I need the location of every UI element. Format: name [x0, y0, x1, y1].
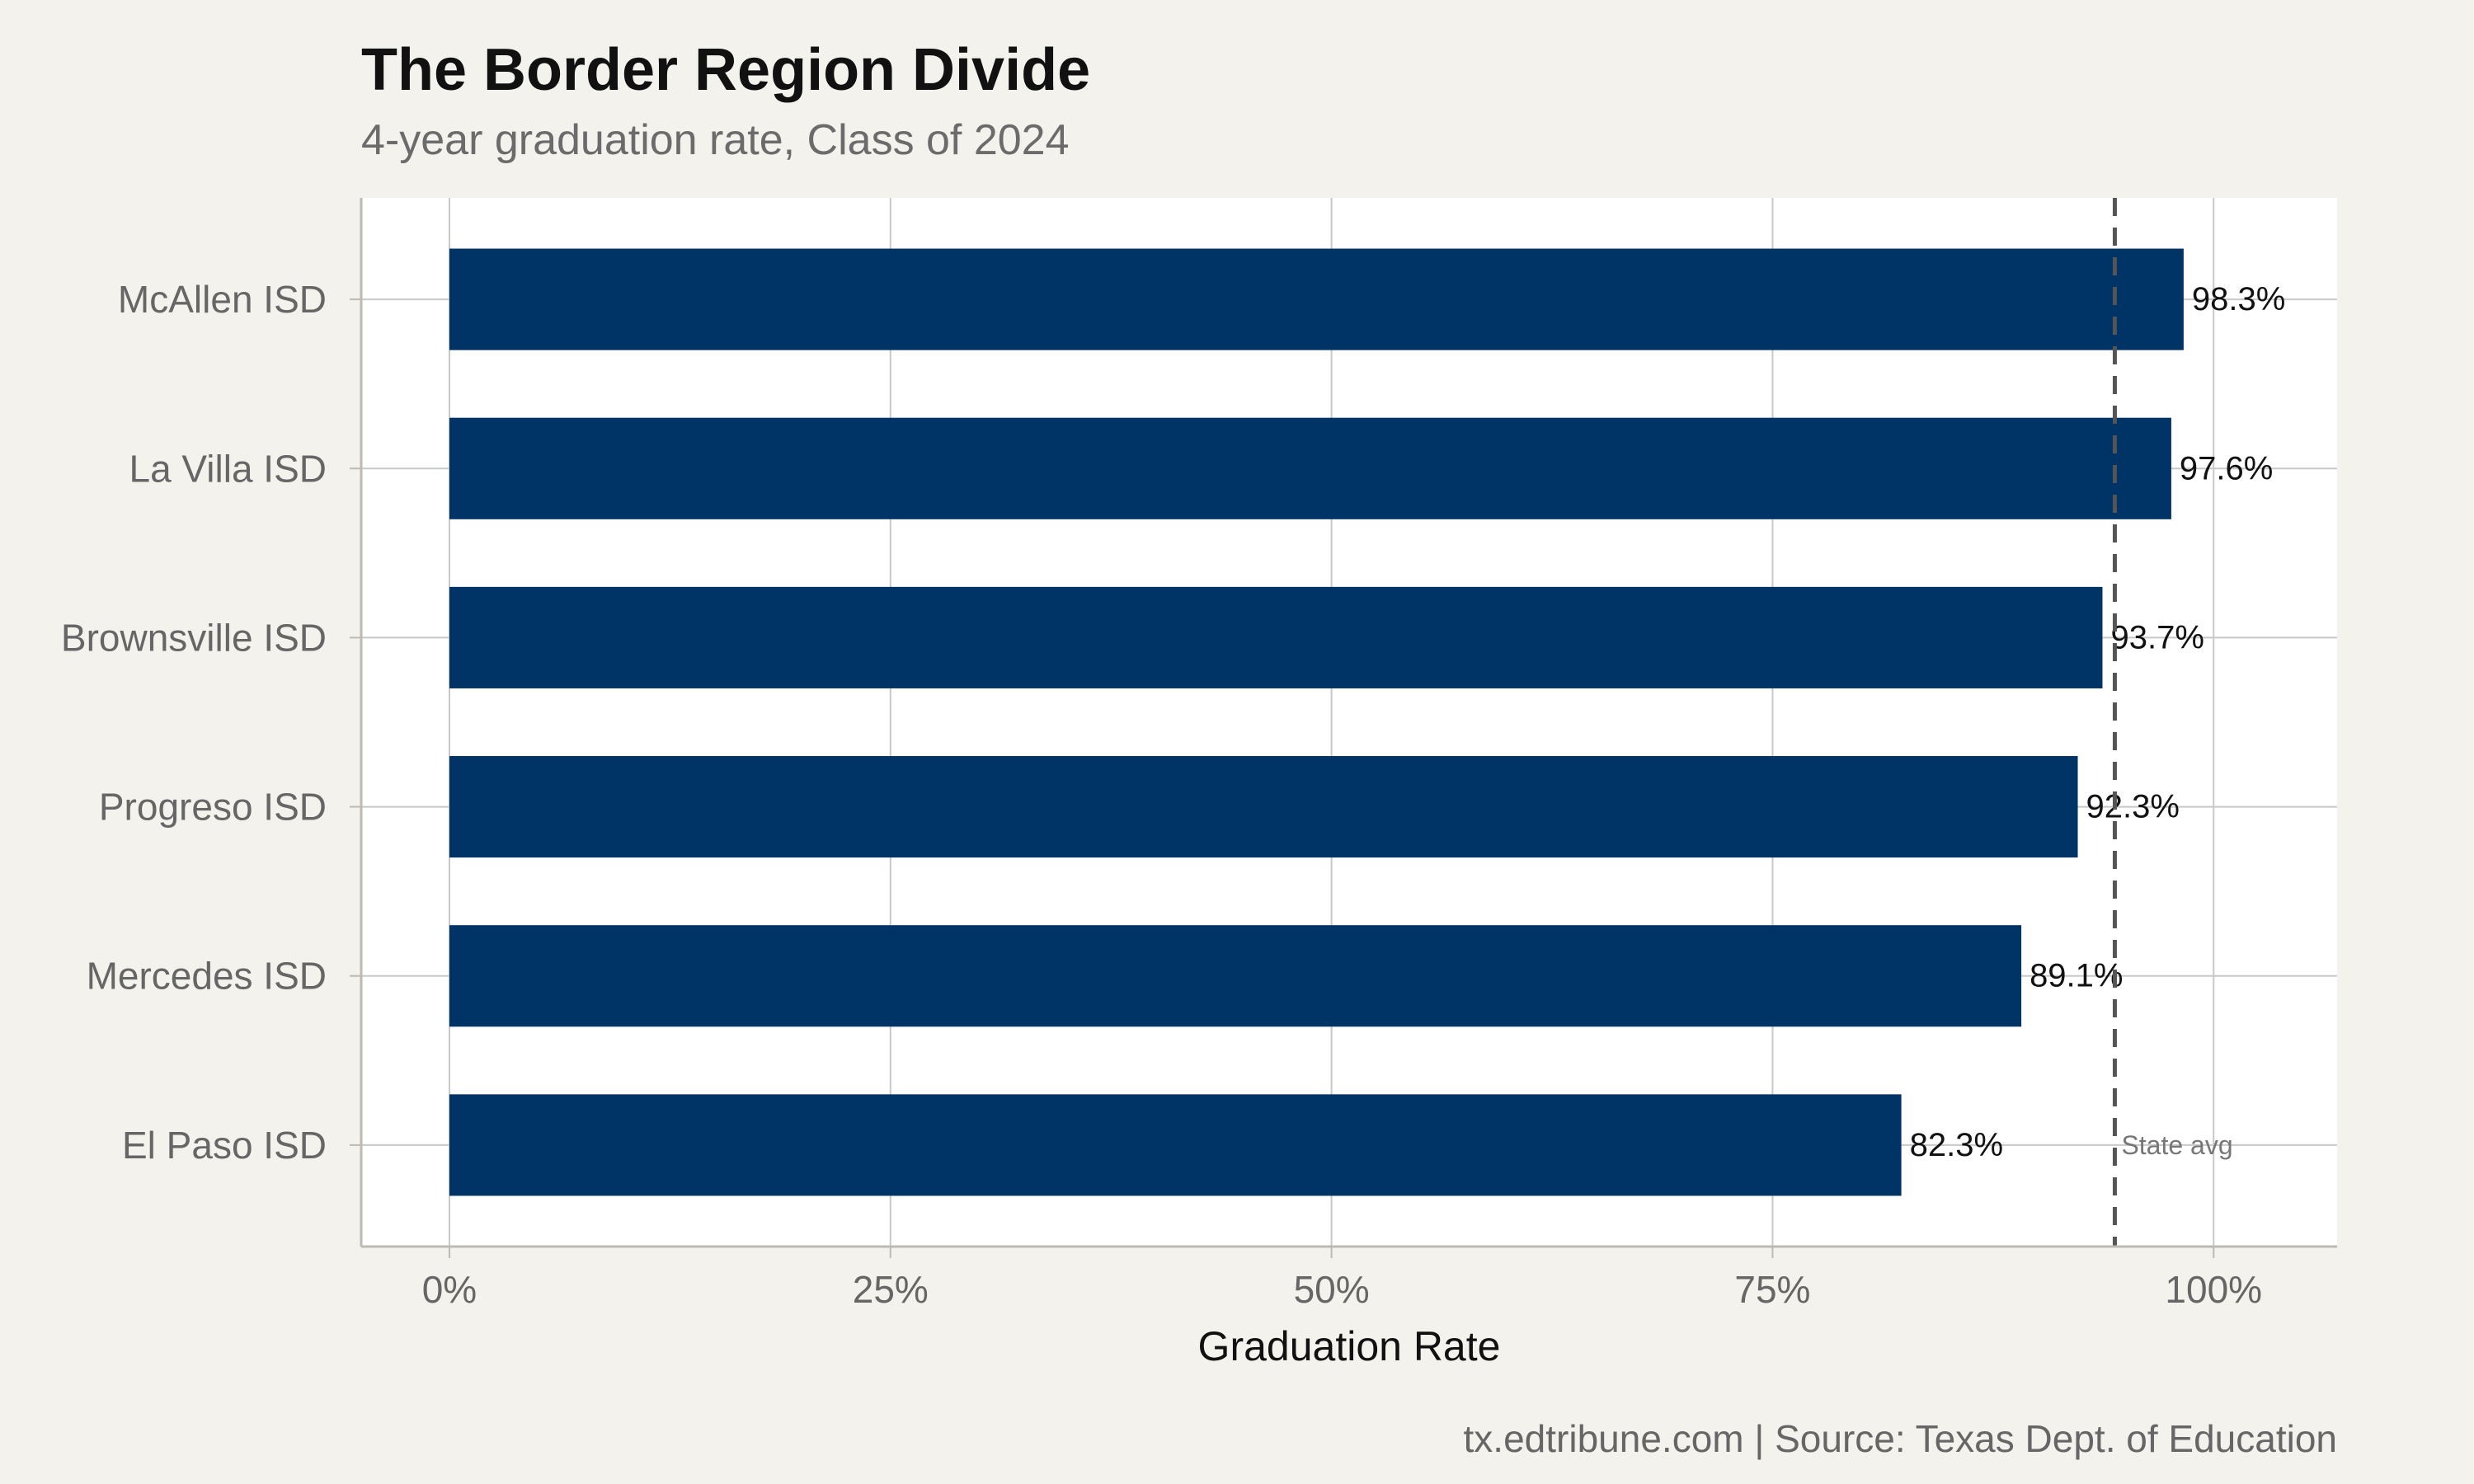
bar-value-label: 89.1%	[2030, 958, 2123, 994]
bar-value-label: 98.3%	[2192, 281, 2285, 317]
state-average-label: State avg	[2121, 1130, 2232, 1160]
y-tick-label: Mercedes ISD	[87, 955, 327, 998]
chart-subtitle: 4-year graduation rate, Class of 2024	[361, 116, 1070, 164]
bar	[449, 248, 2184, 350]
plot-panel	[361, 198, 2337, 1247]
x-tick-label: 0%	[422, 1268, 477, 1311]
chart-title: The Border Region Divide	[361, 37, 1091, 103]
x-axis-title: Graduation Rate	[1198, 1323, 1501, 1369]
x-tick-label: 75%	[1734, 1268, 1810, 1311]
y-tick-label: Progreso ISD	[99, 786, 327, 829]
reference-line-group: State avg	[2112, 198, 2233, 1247]
bar-value-label: 93.7%	[2110, 619, 2204, 655]
bar	[449, 756, 2078, 858]
x-tick-label: 25%	[853, 1268, 929, 1311]
y-tick-label: La Villa ISD	[129, 447, 327, 490]
bar	[449, 586, 2103, 688]
bars: 98.3% 97.6% 93.7% 92.3% 89.1% 82.3%	[449, 248, 2285, 1196]
bar	[449, 925, 2022, 1027]
x-tick-label: 100%	[2165, 1268, 2262, 1311]
y-tick-label: El Paso ISD	[122, 1124, 327, 1167]
x-tick-label: 50%	[1294, 1268, 1370, 1311]
y-tick-label: McAllen ISD	[118, 278, 327, 321]
bar-value-label: 82.3%	[1910, 1127, 2003, 1163]
axes: McAllen ISD La Villa ISD Brownsville ISD Pr…	[61, 198, 2337, 1311]
bar	[449, 1094, 1902, 1196]
bar	[449, 417, 2171, 519]
bar-value-label: 97.6%	[2180, 450, 2273, 486]
bar-value-label: 92.3%	[2086, 789, 2180, 825]
chart-caption: tx.edtribune.com | Source: Texas Dept. o…	[1463, 1417, 2337, 1460]
y-tick-label: Brownsville ISD	[61, 616, 327, 659]
